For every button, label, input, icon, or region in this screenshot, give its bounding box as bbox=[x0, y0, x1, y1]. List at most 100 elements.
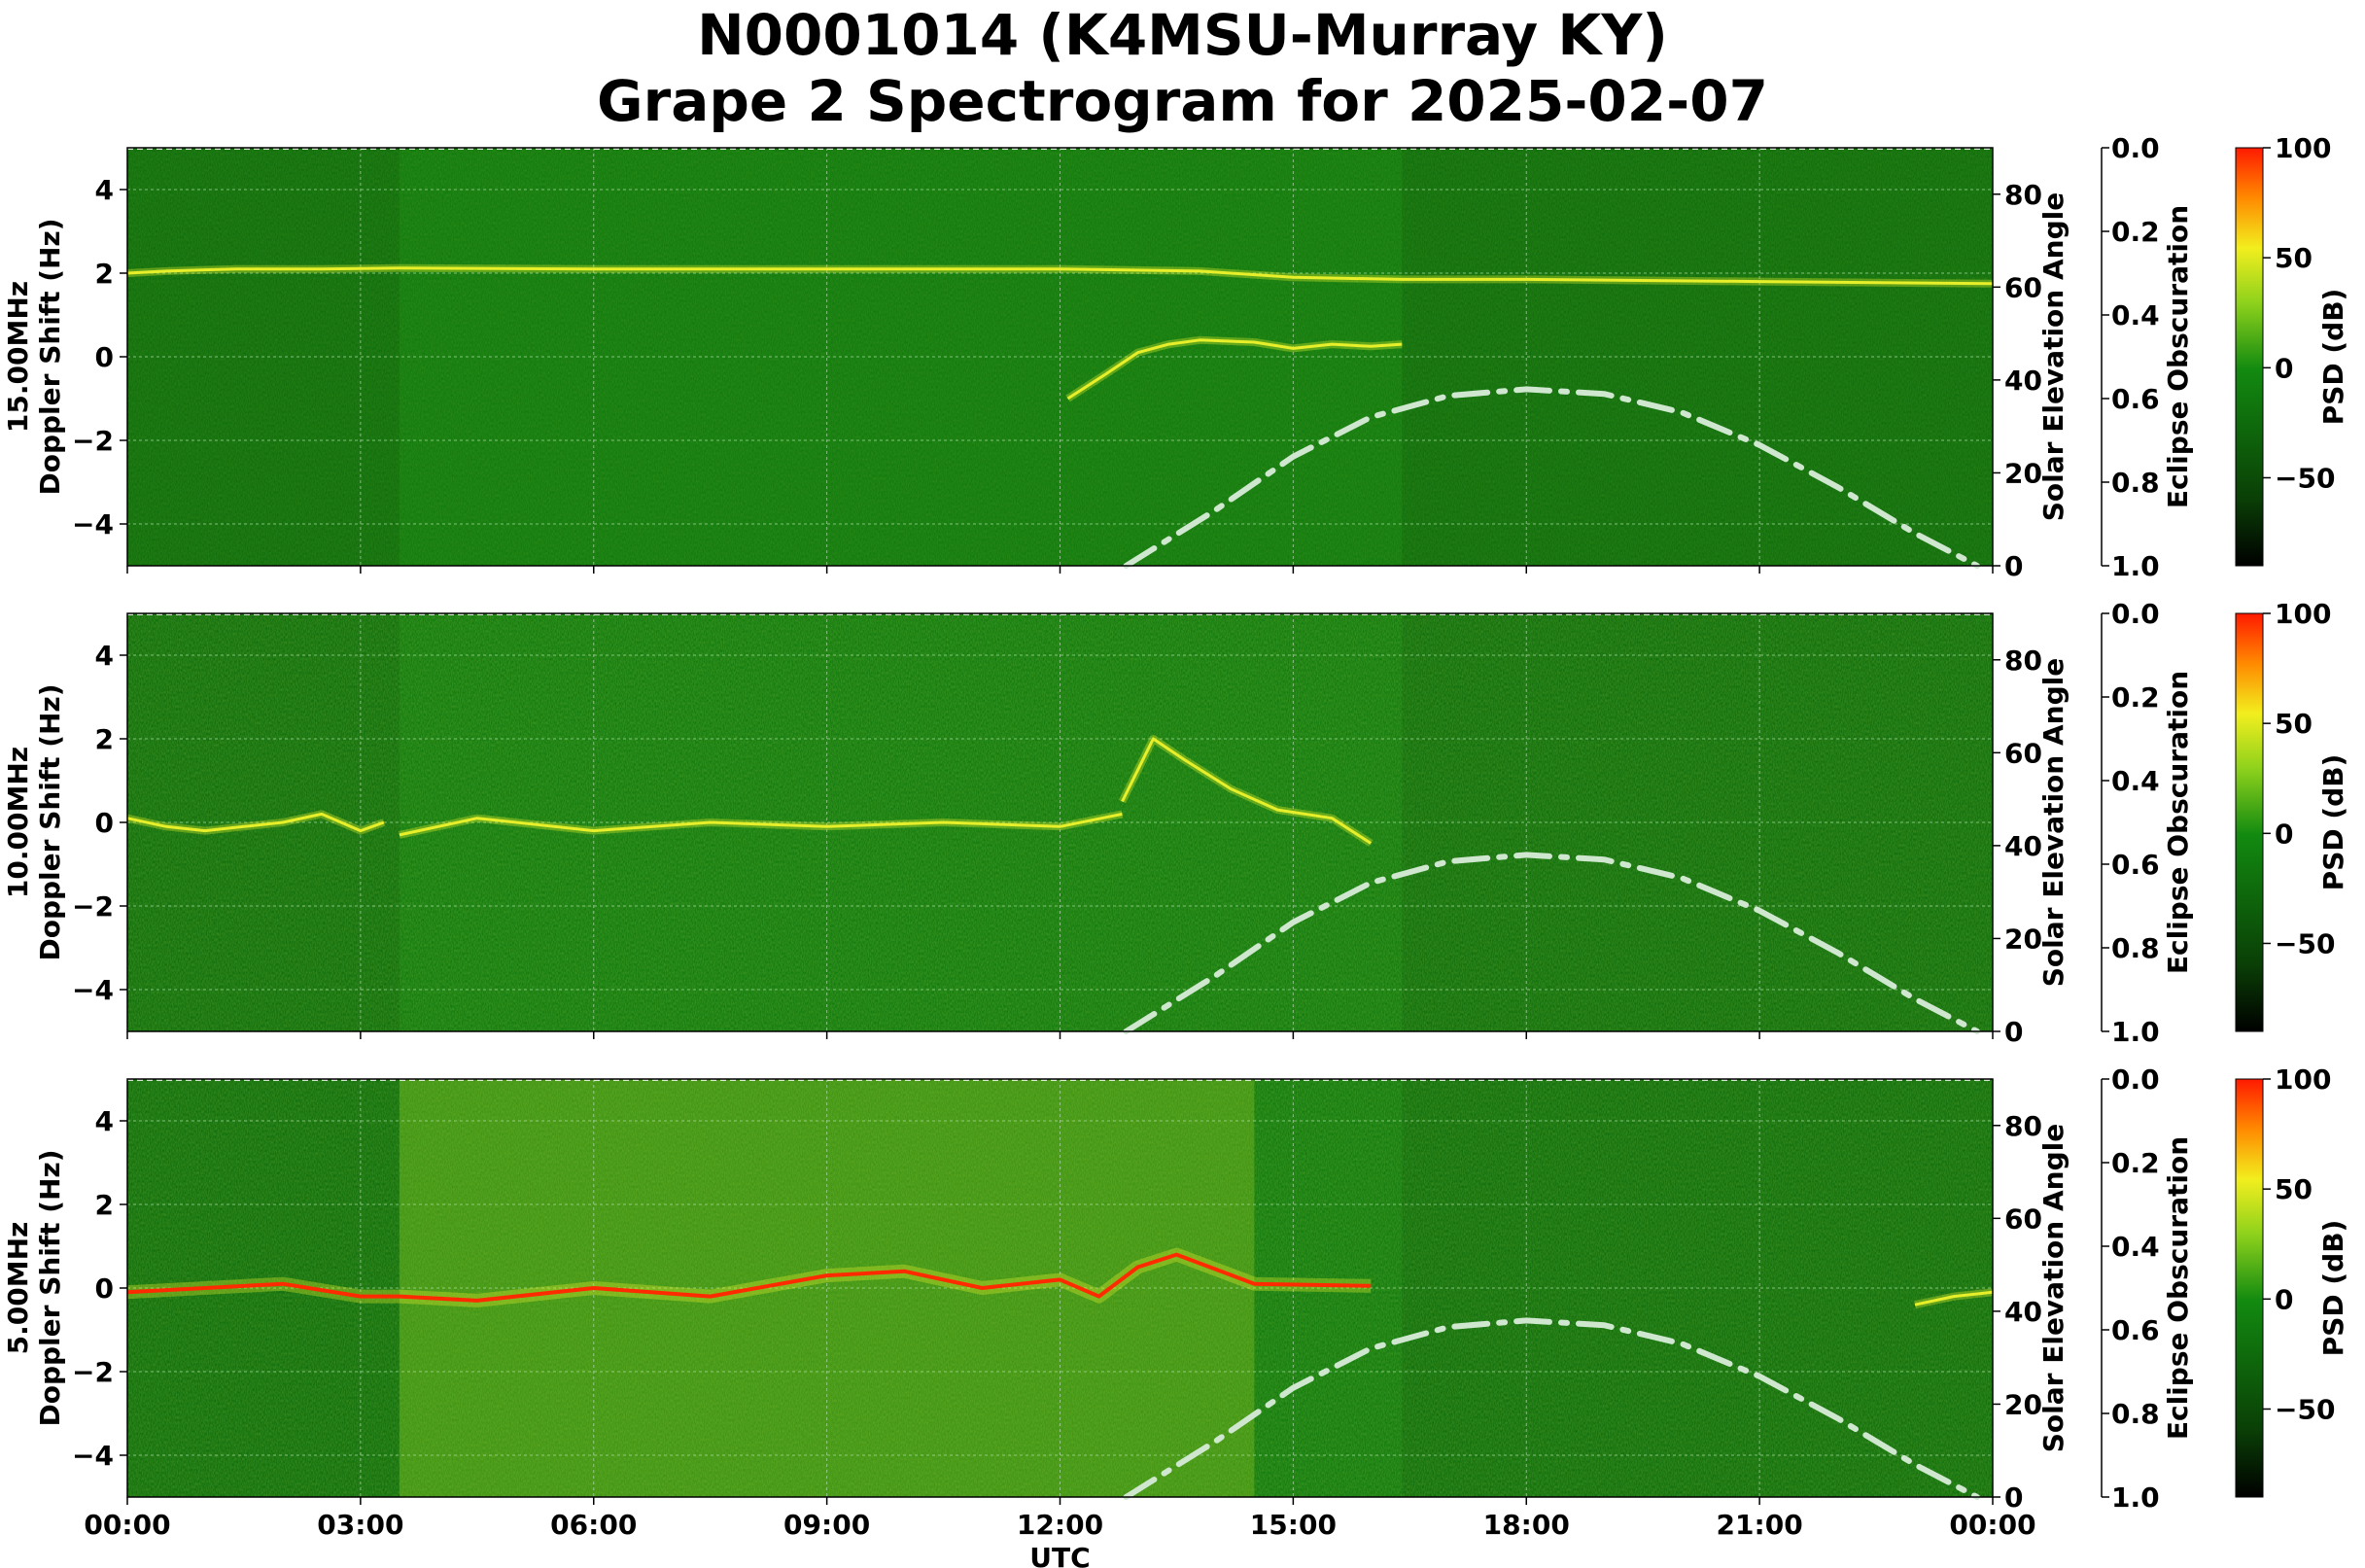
colorbar-tick-label: 50 bbox=[2275, 1173, 2313, 1205]
solar-elevation-curve bbox=[1123, 1317, 1980, 1500]
signal-trace bbox=[1066, 338, 1403, 401]
colorbar-label: PSD (dB) bbox=[2317, 1220, 2349, 1357]
solar-tick-label: 0 bbox=[2004, 1481, 2023, 1514]
colorbar-tick-label: 50 bbox=[2275, 242, 2313, 274]
signal-trace bbox=[126, 1252, 1372, 1303]
panel-frequency-label: 15.00MHz bbox=[2, 281, 34, 433]
y-tick-label: 0 bbox=[95, 1272, 114, 1305]
panel-0: 420−2−415.00MHz Doppler Shift (Hz)0204060… bbox=[2, 132, 2349, 582]
eclipse-tick-label: 0.4 bbox=[2111, 765, 2160, 797]
y-tick-label: 4 bbox=[95, 640, 114, 672]
colorbar bbox=[2235, 147, 2264, 567]
x-tick-label: 09:00 bbox=[783, 1509, 870, 1541]
solar-tick-label: 40 bbox=[2004, 365, 2042, 397]
y-axis-label: Doppler Shift (Hz) bbox=[34, 1149, 66, 1426]
solar-tick-label: 80 bbox=[2004, 645, 2042, 677]
solar-tick-label: 60 bbox=[2004, 271, 2042, 303]
solar-axis-label: Solar Elevation Angle bbox=[2037, 1124, 2069, 1452]
colorbar-label: PSD (dB) bbox=[2317, 289, 2349, 426]
y-tick-label: 4 bbox=[95, 1105, 114, 1137]
x-tick-label: 15:00 bbox=[1250, 1509, 1337, 1541]
y-tick-label: −4 bbox=[72, 1440, 114, 1472]
solar-elevation-curve bbox=[1123, 386, 1980, 569]
colorbar-tick-label: 100 bbox=[2275, 1063, 2331, 1096]
colorbar-tick-label: 0 bbox=[2275, 1283, 2293, 1315]
y-tick-label: 4 bbox=[95, 174, 114, 206]
eclipse-tick-label: 0.6 bbox=[2111, 1314, 2160, 1346]
y-tick-label: 0 bbox=[95, 341, 114, 373]
colorbar bbox=[2235, 1078, 2264, 1498]
eclipse-tick-label: 1.0 bbox=[2111, 1016, 2160, 1048]
y-tick-label: −2 bbox=[72, 890, 114, 923]
colorbar-tick-label: −50 bbox=[2275, 462, 2335, 494]
eclipse-tick-label: 1.0 bbox=[2111, 1481, 2160, 1514]
eclipse-tick-label: 0.8 bbox=[2111, 1398, 2160, 1430]
y-tick-label: 2 bbox=[95, 723, 114, 755]
signal-trace bbox=[399, 812, 1123, 837]
colorbar-tick-label: 100 bbox=[2275, 598, 2331, 630]
solar-tick-label: 20 bbox=[2004, 457, 2042, 489]
x-tick-label: 21:00 bbox=[1717, 1509, 1803, 1541]
panel-2: 420−2−45.00MHz Doppler Shift (Hz)02040608… bbox=[2, 1063, 2349, 1568]
colorbar-tick-label: −50 bbox=[2275, 1393, 2335, 1425]
y-tick-label: −2 bbox=[72, 1356, 114, 1388]
eclipse-tick-label: 0.6 bbox=[2111, 383, 2160, 415]
chart-title: N0001014 (K4MSU-Murray KY) Grape 2 Spect… bbox=[0, 2, 2365, 134]
signal-trace bbox=[1914, 1290, 1994, 1307]
y-tick-label: 0 bbox=[95, 807, 114, 839]
eclipse-axis-label: Eclipse Obscuration bbox=[2162, 671, 2194, 974]
x-tick-label: 06:00 bbox=[550, 1509, 637, 1541]
eclipse-axis-label: Eclipse Obscuration bbox=[2162, 205, 2194, 508]
y-tick-label: −4 bbox=[72, 508, 114, 540]
spectrogram-noise bbox=[127, 148, 1993, 566]
eclipse-tick-label: 0.0 bbox=[2111, 1063, 2160, 1096]
panel-1: 420−2−410.00MHz Doppler Shift (Hz)0204060… bbox=[2, 598, 2349, 1048]
panel-frequency-label: 10.00MHz bbox=[2, 747, 34, 898]
colorbar-tick-label: 0 bbox=[2275, 352, 2293, 384]
eclipse-tick-label: 0.2 bbox=[2111, 1147, 2160, 1179]
eclipse-axis-label: Eclipse Obscuration bbox=[2162, 1136, 2194, 1440]
solar-tick-label: 0 bbox=[2004, 1016, 2023, 1048]
x-tick-label: 00:00 bbox=[84, 1509, 170, 1541]
eclipse-tick-label: 0.0 bbox=[2111, 132, 2160, 164]
colorbar-label: PSD (dB) bbox=[2317, 754, 2349, 891]
colorbar-tick-label: 50 bbox=[2275, 708, 2313, 740]
y-tick-label: 2 bbox=[95, 258, 114, 290]
solar-tick-label: 20 bbox=[2004, 923, 2042, 955]
colorbar-tick-label: 100 bbox=[2275, 132, 2331, 164]
solar-tick-label: 40 bbox=[2004, 830, 2042, 862]
eclipse-tick-label: 0.8 bbox=[2111, 932, 2160, 964]
x-tick-label: 18:00 bbox=[1483, 1509, 1570, 1541]
colorbar bbox=[2235, 612, 2264, 1032]
spectrogram-noise bbox=[127, 613, 1993, 1031]
colorbar-tick-label: −50 bbox=[2275, 927, 2335, 959]
y-tick-label: 2 bbox=[95, 1189, 114, 1221]
title-line-1: N0001014 (K4MSU-Murray KY) bbox=[697, 2, 1668, 68]
eclipse-tick-label: 0.4 bbox=[2111, 299, 2160, 331]
signal-trace bbox=[126, 266, 1994, 286]
solar-tick-label: 80 bbox=[2004, 179, 2042, 211]
solar-tick-label: 80 bbox=[2004, 1110, 2042, 1142]
y-axis-label: Doppler Shift (Hz) bbox=[34, 683, 66, 960]
solar-axis-label: Solar Elevation Angle bbox=[2037, 192, 2069, 521]
x-tick-label: 00:00 bbox=[1949, 1509, 2035, 1541]
colorbar-tick-label: 0 bbox=[2275, 818, 2293, 850]
solar-elevation-curve bbox=[1123, 852, 1980, 1034]
eclipse-tick-label: 0.2 bbox=[2111, 216, 2160, 248]
eclipse-tick-label: 0.6 bbox=[2111, 849, 2160, 881]
signal-trace bbox=[126, 812, 385, 833]
y-tick-label: −4 bbox=[72, 974, 114, 1006]
x-tick-label: 03:00 bbox=[317, 1509, 403, 1541]
eclipse-tick-label: 0.2 bbox=[2111, 681, 2160, 714]
y-axis-label: Doppler Shift (Hz) bbox=[34, 218, 66, 495]
eclipse-tick-label: 1.0 bbox=[2111, 550, 2160, 582]
y-tick-label: −2 bbox=[72, 425, 114, 457]
eclipse-tick-label: 0.8 bbox=[2111, 467, 2160, 499]
x-tick-label: 12:00 bbox=[1017, 1509, 1103, 1541]
title-line-2: Grape 2 Spectrogram for 2025-02-07 bbox=[597, 68, 1768, 134]
solar-tick-label: 0 bbox=[2004, 550, 2023, 582]
solar-tick-label: 60 bbox=[2004, 1202, 2042, 1235]
solar-tick-label: 20 bbox=[2004, 1388, 2042, 1420]
x-axis-label: UTC bbox=[1029, 1542, 1090, 1568]
